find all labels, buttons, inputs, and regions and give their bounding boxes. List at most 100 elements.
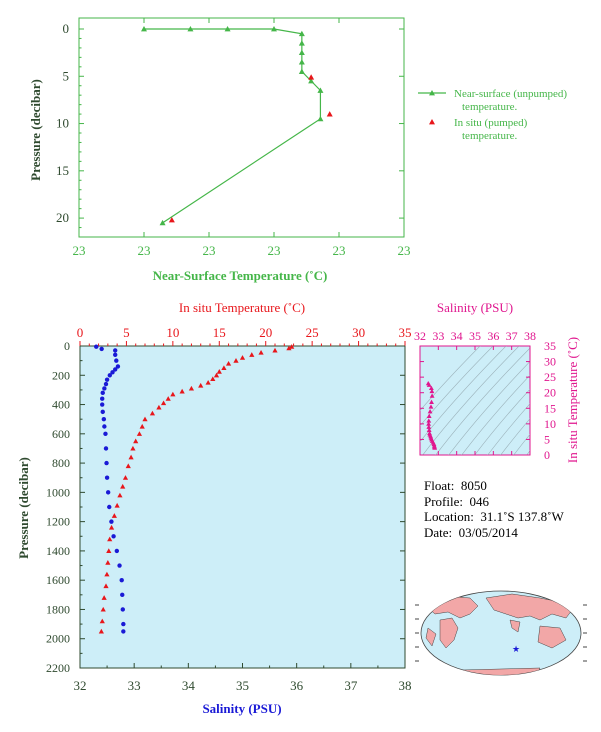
ts-title: Salinity (PSU) xyxy=(437,300,513,315)
profile-value: 046 xyxy=(469,493,490,509)
temperature-point xyxy=(233,358,239,363)
density-contour xyxy=(513,433,530,455)
temperature-point xyxy=(149,410,156,416)
temperature-point xyxy=(142,416,148,422)
pressure-tick-label: 1000 xyxy=(46,485,70,499)
top-x-tick-label: 23 xyxy=(73,243,86,258)
ts-x-tick-label: 36 xyxy=(487,329,499,343)
salinity-tick-label: 35 xyxy=(236,678,249,693)
density-contour xyxy=(420,346,507,443)
legend-in-situ-marker xyxy=(429,119,435,125)
temp-tick-label: 20 xyxy=(259,325,272,340)
pressure-tick-label: 2000 xyxy=(46,632,70,646)
salinity-point xyxy=(107,504,112,510)
map-landmass xyxy=(439,617,459,649)
location-label: Location: xyxy=(424,509,474,524)
salinity-point xyxy=(100,402,105,407)
ts-y-axis-label: In situ Temperature (˚C) xyxy=(565,337,580,463)
salinity-point xyxy=(109,519,114,524)
ts-x-tick-label: 34 xyxy=(451,329,463,343)
salinity-axis-label: Salinity (PSU) xyxy=(202,701,281,716)
near-surface-point xyxy=(141,26,147,32)
temperature-point xyxy=(210,376,216,382)
pressure-tick-label: 800 xyxy=(52,456,70,470)
legend-near-surface-marker xyxy=(429,90,435,96)
salinity-point xyxy=(100,390,105,396)
float-location-marker: ★ xyxy=(512,645,520,655)
temperature-point xyxy=(128,454,134,460)
temp-tick-label: 0 xyxy=(77,325,84,340)
ts-contours xyxy=(420,346,530,455)
ts-x-tick-label: 37 xyxy=(506,329,518,343)
temperature-point xyxy=(136,431,143,436)
temperature-point xyxy=(179,388,185,394)
temp-tick-label: 30 xyxy=(352,325,365,340)
top-y-tick-label: 5 xyxy=(63,68,70,83)
temperature-point xyxy=(107,536,113,542)
temp-tick-label: 5 xyxy=(123,325,130,340)
ts-y-tick-label: 0 xyxy=(544,448,550,462)
pressure-tick-label: 0 xyxy=(64,339,70,353)
float-value: 8050 xyxy=(460,478,487,493)
pressure-tick-label: 1800 xyxy=(46,602,70,616)
pressure-tick-label: 1600 xyxy=(46,573,70,587)
temperature-point xyxy=(286,345,292,351)
temperature-point xyxy=(165,396,171,401)
temperature-point xyxy=(160,400,167,406)
temperature-point xyxy=(99,618,105,624)
temp-tick-label: 10 xyxy=(166,325,179,340)
ts-x-tick-label: 38 xyxy=(524,329,536,343)
density-contour xyxy=(420,346,494,427)
temperature-point xyxy=(216,369,222,374)
float-label: Float: xyxy=(424,478,455,493)
density-contour xyxy=(435,347,530,455)
date-label: Date: xyxy=(424,524,453,540)
salinity-point xyxy=(102,386,107,391)
ts-x-tick-label: 33 xyxy=(432,329,444,343)
salinity-point xyxy=(115,364,121,369)
temperature-point xyxy=(98,628,104,634)
ts-point xyxy=(428,385,434,390)
temperature-point xyxy=(198,382,204,388)
temperature-point xyxy=(117,492,123,498)
ts-x-tick-label: 35 xyxy=(469,329,481,343)
world-map: ★ xyxy=(415,590,587,676)
map-landmass xyxy=(425,627,437,647)
temperature-point xyxy=(120,483,126,489)
pressure-tick-label: 600 xyxy=(52,427,70,441)
salinity-point xyxy=(114,358,119,363)
in-situ-point xyxy=(168,216,175,223)
density-contour xyxy=(420,346,481,412)
legend-in-situ-label: In situ (pumped) xyxy=(454,117,528,129)
float-info: Float: 8050 Profile: 046 Location: 31.1˚… xyxy=(424,478,564,540)
density-contour xyxy=(422,346,520,455)
salinity-tick-label: 37 xyxy=(344,678,358,693)
profile-row: Profile: 046 xyxy=(424,494,564,510)
top-plot-frame xyxy=(78,17,405,238)
map-landmass xyxy=(485,593,573,621)
ts-point xyxy=(429,388,435,394)
near-surface-chart: 23 23 23 23 23 23 0 5 10 15 20 Near-Surface Tempera… xyxy=(28,17,567,283)
salinity-tick-label: 38 xyxy=(399,678,412,693)
temperature-axis-label: In situ Temperature (˚C) xyxy=(179,300,305,315)
map-landmass xyxy=(509,619,521,633)
temperature-point xyxy=(104,571,110,577)
ts-point xyxy=(427,409,433,414)
temperature-point xyxy=(272,347,278,353)
legend-in-situ-label-2: temperature. xyxy=(462,130,518,142)
temp-tick-label: 15 xyxy=(213,325,226,340)
legend-near-surface-label: Near-surface (unpumped) xyxy=(454,88,567,100)
near-surface-point xyxy=(271,26,277,32)
temperature-point xyxy=(122,475,129,480)
salinity-point xyxy=(113,352,118,357)
temperature-point xyxy=(103,583,109,589)
date-row: Date: 03/05/2014 xyxy=(424,525,564,541)
salinity-point xyxy=(111,534,116,539)
temperature-point xyxy=(108,524,115,530)
salinity-point xyxy=(107,373,112,378)
salinity-point xyxy=(104,460,109,466)
date-value: 03/05/2014 xyxy=(458,524,518,540)
salinity-point xyxy=(102,424,107,429)
in-situ-point xyxy=(308,74,315,80)
